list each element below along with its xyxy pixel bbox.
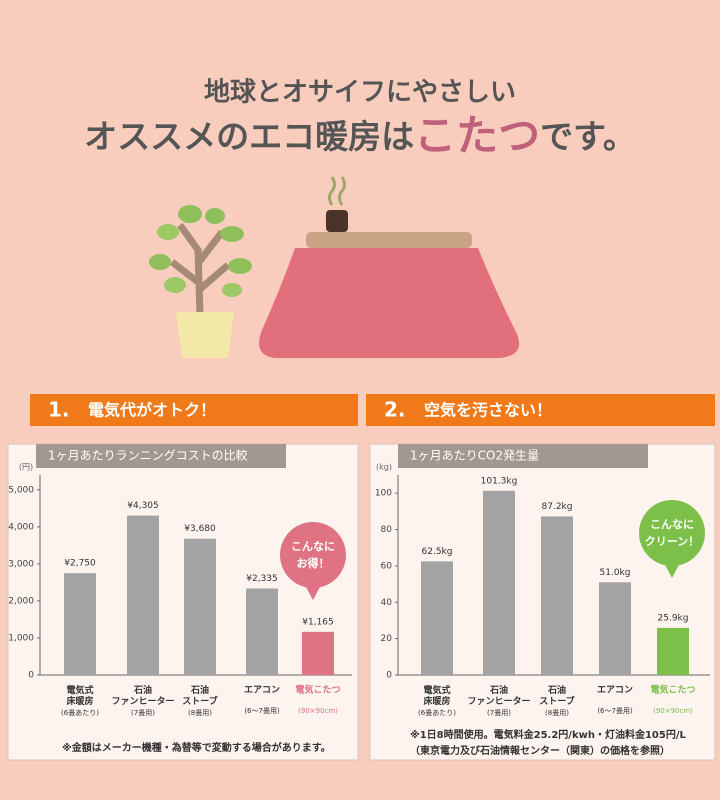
x-tick-label: 石油ファンヒーター [111,684,174,707]
section-number: 2. [384,398,406,422]
x-tick-label: 石油ファンヒーター [467,684,530,707]
category-note: (6〜7畳用) [597,707,633,715]
bar [657,627,689,675]
section-bar [30,394,358,426]
plant-illustration [149,205,252,358]
annotation-bubble [639,500,705,566]
annotation-bubble [664,563,680,578]
category-note: (6畳あたり) [61,709,99,717]
bar [483,490,515,675]
chart-title-tab [36,444,286,468]
category-note: (6畳あたり) [418,709,456,717]
chart-title: 1ヶ月あたりランニングコストの比較 [48,448,248,463]
headline-1: 地球とオサイフにやさしい [204,78,516,108]
y-tick-label: 0 [386,671,392,681]
y-tick-label: 1,000 [8,633,34,643]
value-label: ¥2,750 [64,559,96,569]
value-label: 51.0kg [600,568,631,578]
x-tick-label: エアコン [244,685,280,696]
kotatsu-illustration [258,176,520,358]
category-note: (7畳用) [487,709,511,717]
x-tick-label: 電気式床暖房 [423,684,450,707]
bar [246,588,278,675]
bar [302,631,334,675]
y-tick-label: 80 [381,525,393,535]
annotation: こんなにお得！ [291,540,335,570]
section-bar [366,394,715,426]
section-title: 電気代がオトク！ [88,401,216,420]
y-tick-label: 0 [28,671,34,681]
section-title: 空気を汚さない！ [424,401,552,420]
annotation-bubble [305,585,321,600]
y-unit: (kg) [376,463,392,472]
y-tick-label: 20 [381,634,393,644]
y-tick-label: 2,000 [8,596,34,606]
x-tick-label: 石油ストーブ [539,684,574,707]
annotation-bubble [280,522,346,588]
headline-text: です。 [540,117,636,156]
category-note: (90×90cm) [298,707,338,715]
x-tick-label: 電気こたつ [295,684,340,696]
y-tick-label: 40 [381,598,393,608]
value-label: 101.3kg [481,476,518,486]
value-label: ¥2,335 [246,574,278,584]
bar [599,582,631,675]
section-number: 1. [48,398,70,422]
y-tick-label: 5,000 [8,485,34,495]
x-tick-label: エアコン [597,685,633,696]
category-note: (90×90cm) [653,707,693,715]
y-tick-label: 60 [381,561,393,571]
value-label: ¥1,165 [302,617,334,627]
annotation: こんなにクリーン！ [645,518,699,548]
y-tick-label: 3,000 [8,559,34,569]
bar [64,573,96,675]
x-tick-label: 電気こたつ [650,684,695,696]
category-note: (6〜7畳用) [244,707,280,715]
category-note: (8畳用) [188,709,212,717]
bar [421,561,453,675]
headline-2: オススメのエコ暖房はこたつです。 [84,111,636,160]
chart-title: 1ヶ月あたりCO2発生量 [410,449,539,463]
footnote: ※1日8時間使用。電気料金25.2円/kwh・灯油料金105円/L （東京電力及び… [410,728,686,757]
headline-highlight: こたつ [414,111,540,160]
category-note: (8畳用) [545,709,569,717]
value-label: 62.5kg [422,547,453,557]
headline-text: オススメのエコ暖房は [84,117,414,156]
bar [127,515,159,675]
y-tick-label: 4,000 [8,522,34,532]
bar [541,516,573,675]
y-tick-label: 100 [375,489,392,499]
bar [184,538,216,675]
x-tick-label: 石油ストーブ [182,684,217,707]
footnote: ※金額はメーカー機種・為替等で変動する場合があります。 [62,741,331,754]
value-label: ¥3,680 [184,524,216,534]
x-tick-label: 電気式床暖房 [66,684,93,707]
y-unit: (円) [19,463,33,472]
value-label: 87.2kg [542,502,573,512]
value-label: 25.9kg [658,613,689,623]
chart-title-tab [398,444,648,468]
value-label: ¥4,305 [127,501,159,511]
category-note: (7畳用) [131,709,155,717]
